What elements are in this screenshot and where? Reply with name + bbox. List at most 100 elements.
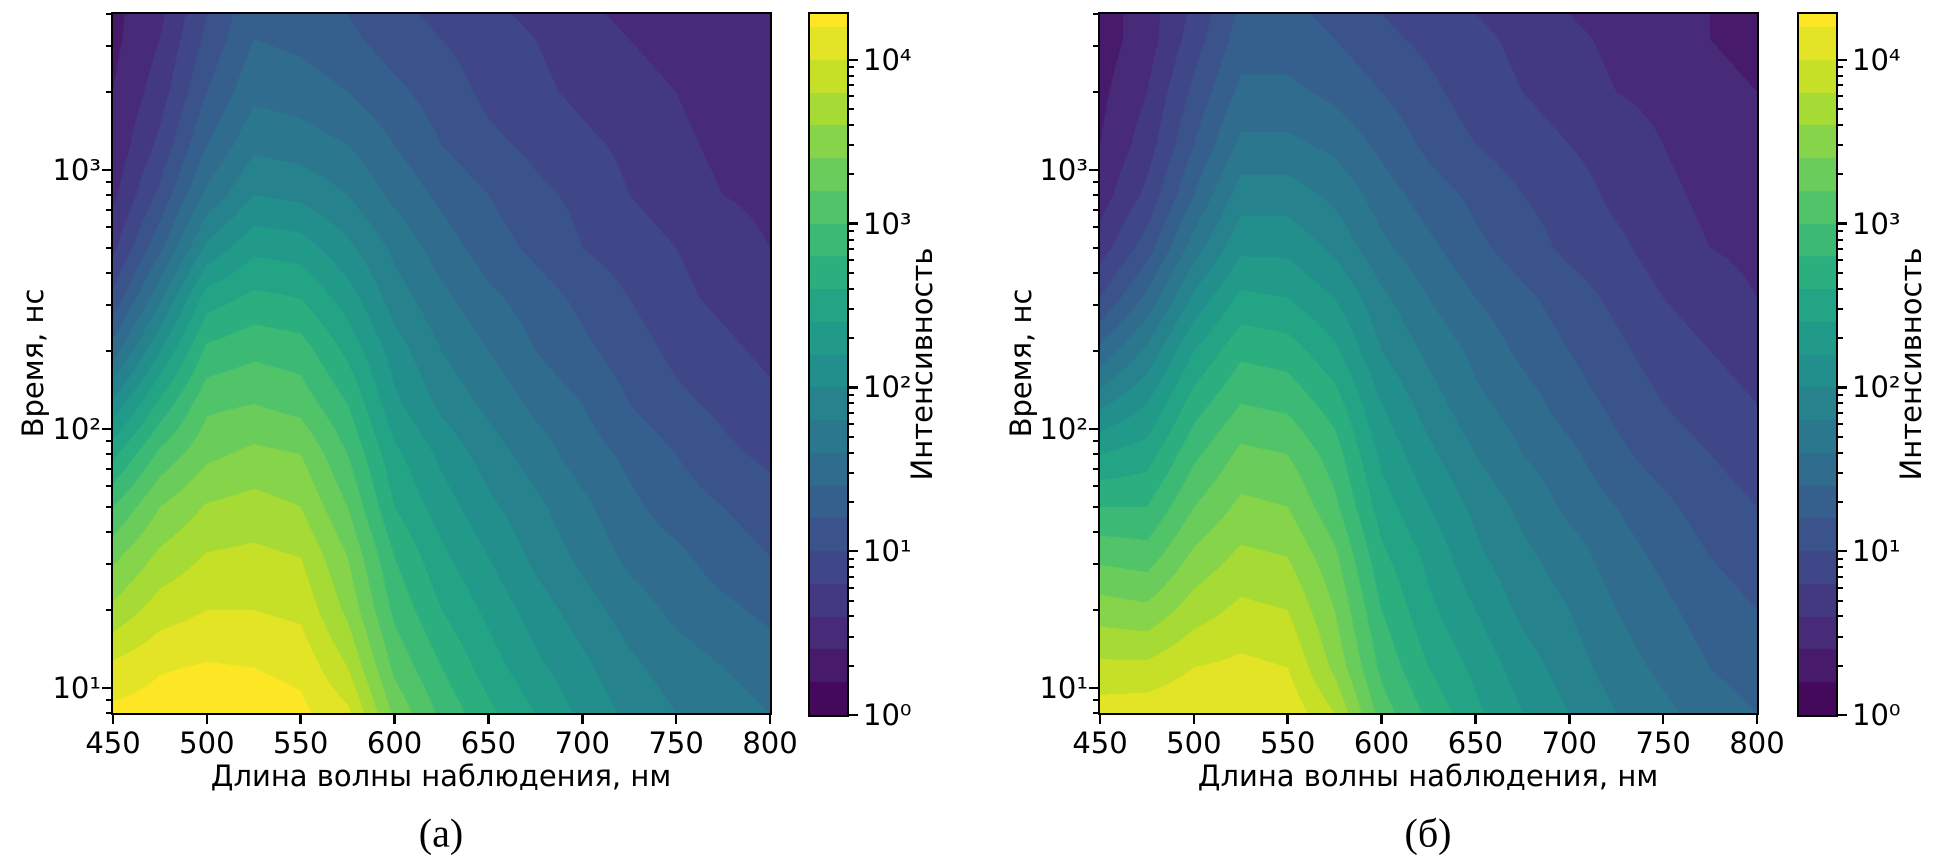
colorbar-minor-tick-mark xyxy=(1838,557,1843,560)
colorbar-minor-tick-mark xyxy=(849,124,854,127)
y-minor-tick-mark xyxy=(106,349,111,352)
y-minor-tick-mark xyxy=(1093,90,1098,93)
y-minor-tick-mark xyxy=(1093,271,1098,274)
y-minor-tick-mark xyxy=(1093,698,1098,701)
x-tick-mark xyxy=(1568,715,1571,724)
y-tick-label: 10² xyxy=(1039,411,1088,446)
x-tick-label: 650 xyxy=(460,726,517,760)
x-tick-mark xyxy=(581,715,584,724)
y-tick-label: 10¹ xyxy=(52,670,101,705)
y-minor-tick-mark xyxy=(106,13,111,15)
y-tick-label: 10³ xyxy=(52,152,101,187)
x-tick-mark xyxy=(1474,715,1477,724)
y-minor-tick-mark xyxy=(1093,530,1098,533)
colorbar-tick-mark xyxy=(849,549,858,553)
y-tick-mark xyxy=(1089,168,1098,172)
x-tick-label: 600 xyxy=(1353,726,1410,760)
colorbar-minor-tick-mark xyxy=(1838,451,1843,454)
y-minor-tick-mark xyxy=(106,712,111,714)
y-minor-tick-mark xyxy=(1093,608,1098,611)
colorbar-minor-tick-mark xyxy=(849,287,854,290)
colorbar-minor-tick-mark xyxy=(1838,599,1843,602)
x-tick-label: 700 xyxy=(1541,726,1597,760)
colorbar-minor-tick-mark xyxy=(1838,337,1843,340)
y-minor-tick-mark xyxy=(106,608,111,611)
x-tick-label: 450 xyxy=(1072,726,1128,760)
colorbar-minor-tick-mark xyxy=(849,451,854,454)
colorbar-minor-tick-mark xyxy=(1838,271,1843,274)
y-minor-tick-mark xyxy=(1093,209,1098,212)
colorbar-minor-tick-mark xyxy=(849,615,854,618)
colorbar-minor-tick-mark xyxy=(1838,95,1843,98)
colorbar-tick-label: 10² xyxy=(1852,370,1901,405)
colorbar-minor-tick-mark xyxy=(849,422,854,425)
y-minor-tick-mark xyxy=(106,45,111,48)
y-minor-tick-mark xyxy=(1093,712,1098,714)
colorbar-minor-tick-mark xyxy=(849,393,854,396)
colorbar-minor-tick-mark xyxy=(849,230,854,233)
y-minor-tick-mark xyxy=(106,180,111,183)
y-minor-tick-mark xyxy=(106,439,111,442)
y-minor-tick-mark xyxy=(1093,13,1098,15)
colorbar-minor-tick-mark xyxy=(1838,124,1843,127)
colorbar-minor-tick-mark xyxy=(849,173,854,176)
y-minor-tick-mark xyxy=(106,194,111,197)
panel-label-a: (а) xyxy=(418,810,464,856)
colorbar-tick-label: 10⁴ xyxy=(1852,42,1901,77)
x-tick-label: 800 xyxy=(1729,726,1785,760)
colorbar-minor-tick-mark xyxy=(1838,173,1843,176)
colorbar-minor-tick-mark xyxy=(1838,84,1843,87)
colorbar-minor-tick-mark xyxy=(849,575,854,578)
y-minor-tick-mark xyxy=(1093,563,1098,566)
colorbar-tick-mark xyxy=(1838,58,1847,62)
y-minor-tick-mark xyxy=(106,563,111,566)
colorbar-minor-tick-mark xyxy=(849,557,854,560)
colorbar-minor-tick-mark xyxy=(1838,586,1843,589)
colorbar-minor-tick-mark xyxy=(849,258,854,261)
colorbar-minor-tick-mark xyxy=(1838,66,1843,69)
colorbar-minor-tick-mark xyxy=(1838,411,1843,414)
colorbar-tick-label: 10⁰ xyxy=(1852,698,1901,732)
colorbar-minor-tick-mark xyxy=(849,271,854,274)
colorbar-minor-tick-mark xyxy=(849,248,854,250)
colorbar-minor-tick-mark xyxy=(1838,74,1843,77)
colorbar-minor-tick-mark xyxy=(1838,435,1843,438)
colorbar-minor-tick-mark xyxy=(849,402,854,405)
colorbar-minor-tick-mark xyxy=(1838,402,1843,405)
y-minor-tick-mark xyxy=(1093,180,1098,183)
colorbar-minor-tick-mark xyxy=(1838,500,1843,503)
x-tick-mark xyxy=(1755,715,1759,724)
colorbar-tick-mark xyxy=(1838,222,1847,225)
colorbar-minor-tick-mark xyxy=(849,95,854,98)
colorbar-minor-tick-mark xyxy=(1838,664,1843,667)
colorbar-tick-mark xyxy=(849,222,858,225)
x-axis-title-a: Длина волны наблюдения, нм xyxy=(210,759,672,793)
colorbar-minor-tick-mark xyxy=(1838,248,1843,250)
y-minor-tick-mark xyxy=(106,226,111,229)
x-tick-label: 450 xyxy=(85,726,141,760)
colorbar-minor-tick-mark xyxy=(849,566,854,569)
colorbar-tick-mark xyxy=(849,386,858,389)
x-tick-label: 550 xyxy=(273,726,329,760)
colorbar-minor-tick-mark xyxy=(849,108,854,111)
x-tick-label: 800 xyxy=(742,726,798,760)
colorbar-tick-mark xyxy=(1838,549,1847,553)
y-axis-title-a: Время, нс xyxy=(16,288,50,438)
colorbar-minor-tick-mark xyxy=(849,84,854,87)
x-tick-label: 500 xyxy=(179,726,235,760)
colorbar-tick-label: 10³ xyxy=(863,206,912,241)
heatmap-panel-a xyxy=(113,14,770,713)
colorbar-minor-tick-mark xyxy=(1838,144,1843,147)
y-minor-tick-mark xyxy=(1093,439,1098,442)
y-tick-mark xyxy=(102,427,111,431)
colorbar-panel-b xyxy=(1799,14,1836,715)
colorbar-tick-label: 10¹ xyxy=(863,534,912,569)
colorbar-minor-tick-mark xyxy=(849,144,854,147)
y-minor-tick-mark xyxy=(1093,485,1098,488)
colorbar-minor-tick-mark xyxy=(1838,615,1843,618)
y-minor-tick-mark xyxy=(106,530,111,533)
colorbar-minor-tick-mark xyxy=(849,238,854,241)
colorbar-minor-tick-mark xyxy=(1838,393,1843,396)
y-tick-mark xyxy=(1089,686,1098,690)
y-tick-label: 10¹ xyxy=(1039,670,1088,705)
